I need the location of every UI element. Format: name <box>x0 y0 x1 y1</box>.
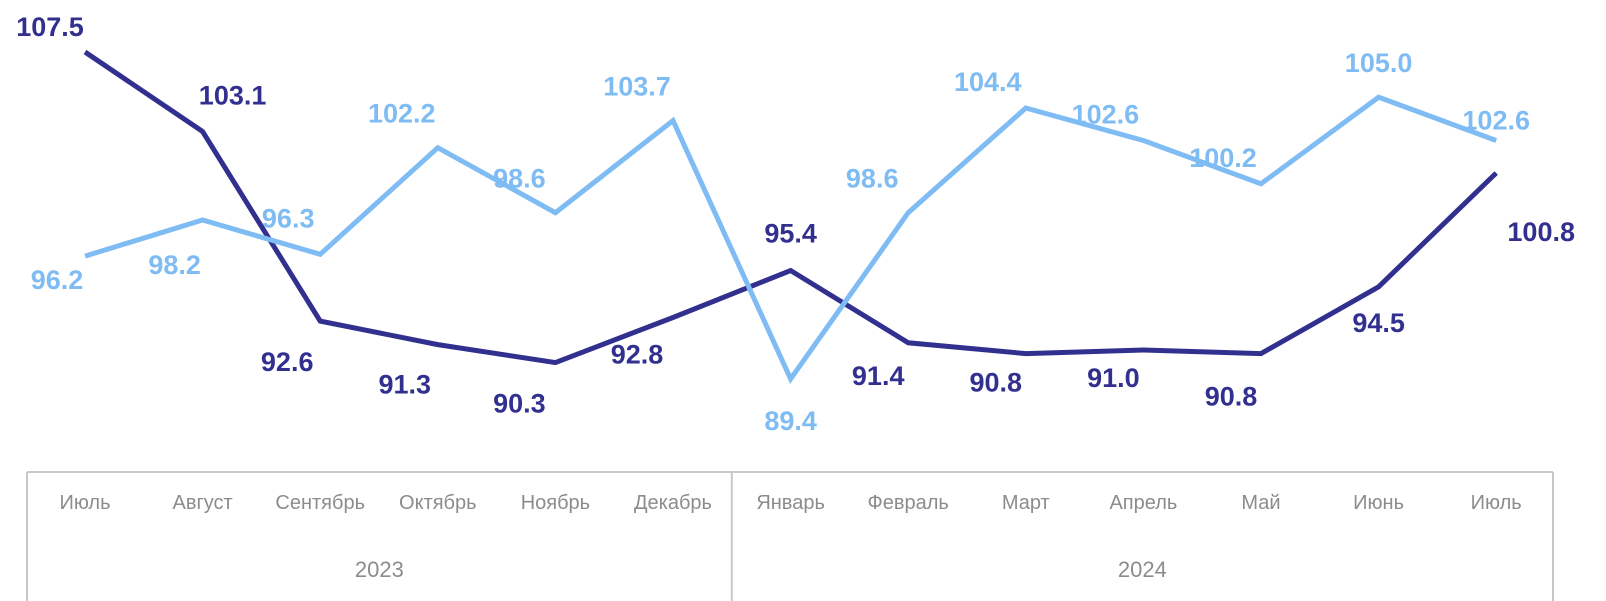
data-label: 104.4 <box>954 67 1022 97</box>
month-tick-label: Ноябрь <box>521 492 590 514</box>
month-tick-label: Июнь <box>1353 492 1404 514</box>
month-tick-label: Январь <box>756 492 825 514</box>
series-line-2 <box>84 94 1498 384</box>
data-label: 91.4 <box>852 361 905 391</box>
data-label: 100.8 <box>1507 217 1575 247</box>
month-tick-label: Октябрь <box>399 492 477 514</box>
data-label: 89.4 <box>764 406 817 436</box>
data-label: 103.1 <box>199 80 267 110</box>
month-tick-label: Декабрь <box>634 492 712 514</box>
series-lines <box>83 49 1498 384</box>
data-label: 91.3 <box>379 370 432 400</box>
data-label: 98.6 <box>846 164 899 194</box>
category-axis: 2023 2024 Июль Август Сентябрь Октябрь Ноябрь Д… <box>26 471 1554 601</box>
data-label: 98.2 <box>148 250 201 280</box>
month-tick-label: Сентябрь <box>275 492 365 514</box>
data-label: 107.5 <box>16 12 84 42</box>
month-tick-label: Февраль <box>868 492 949 514</box>
data-label: 102.2 <box>368 99 436 129</box>
data-label: 105.0 <box>1345 48 1413 78</box>
data-label: 90.8 <box>1205 382 1258 412</box>
data-label: 91.0 <box>1087 363 1140 393</box>
month-tick-label: Июль <box>1471 492 1522 514</box>
data-label: 96.2 <box>31 265 84 295</box>
month-tick-label: Май <box>1241 492 1280 514</box>
data-label: 98.6 <box>493 164 546 194</box>
data-label: 90.8 <box>970 368 1023 398</box>
data-label: 90.3 <box>493 389 546 419</box>
month-tick-label: Июль <box>59 492 110 514</box>
data-labels: 107.5 103.1 92.6 91.3 90.3 92.8 95.4 91.4 90.8 91… <box>16 12 1575 436</box>
data-label: 95.4 <box>764 219 817 249</box>
data-label: 100.2 <box>1189 143 1257 173</box>
data-label: 96.3 <box>262 203 315 233</box>
data-label: 92.8 <box>611 339 664 369</box>
data-label: 92.6 <box>261 347 314 377</box>
month-tick-label: Апрель <box>1109 492 1177 514</box>
year-label: 2024 <box>1118 557 1167 582</box>
data-label: 103.7 <box>603 72 671 102</box>
month-tick-label: Август <box>172 492 232 514</box>
month-tick-label: Март <box>1002 492 1050 514</box>
data-label: 102.6 <box>1072 99 1140 129</box>
data-label: 102.6 <box>1462 105 1530 135</box>
year-label: 2023 <box>355 557 404 582</box>
data-label: 94.5 <box>1352 308 1405 338</box>
